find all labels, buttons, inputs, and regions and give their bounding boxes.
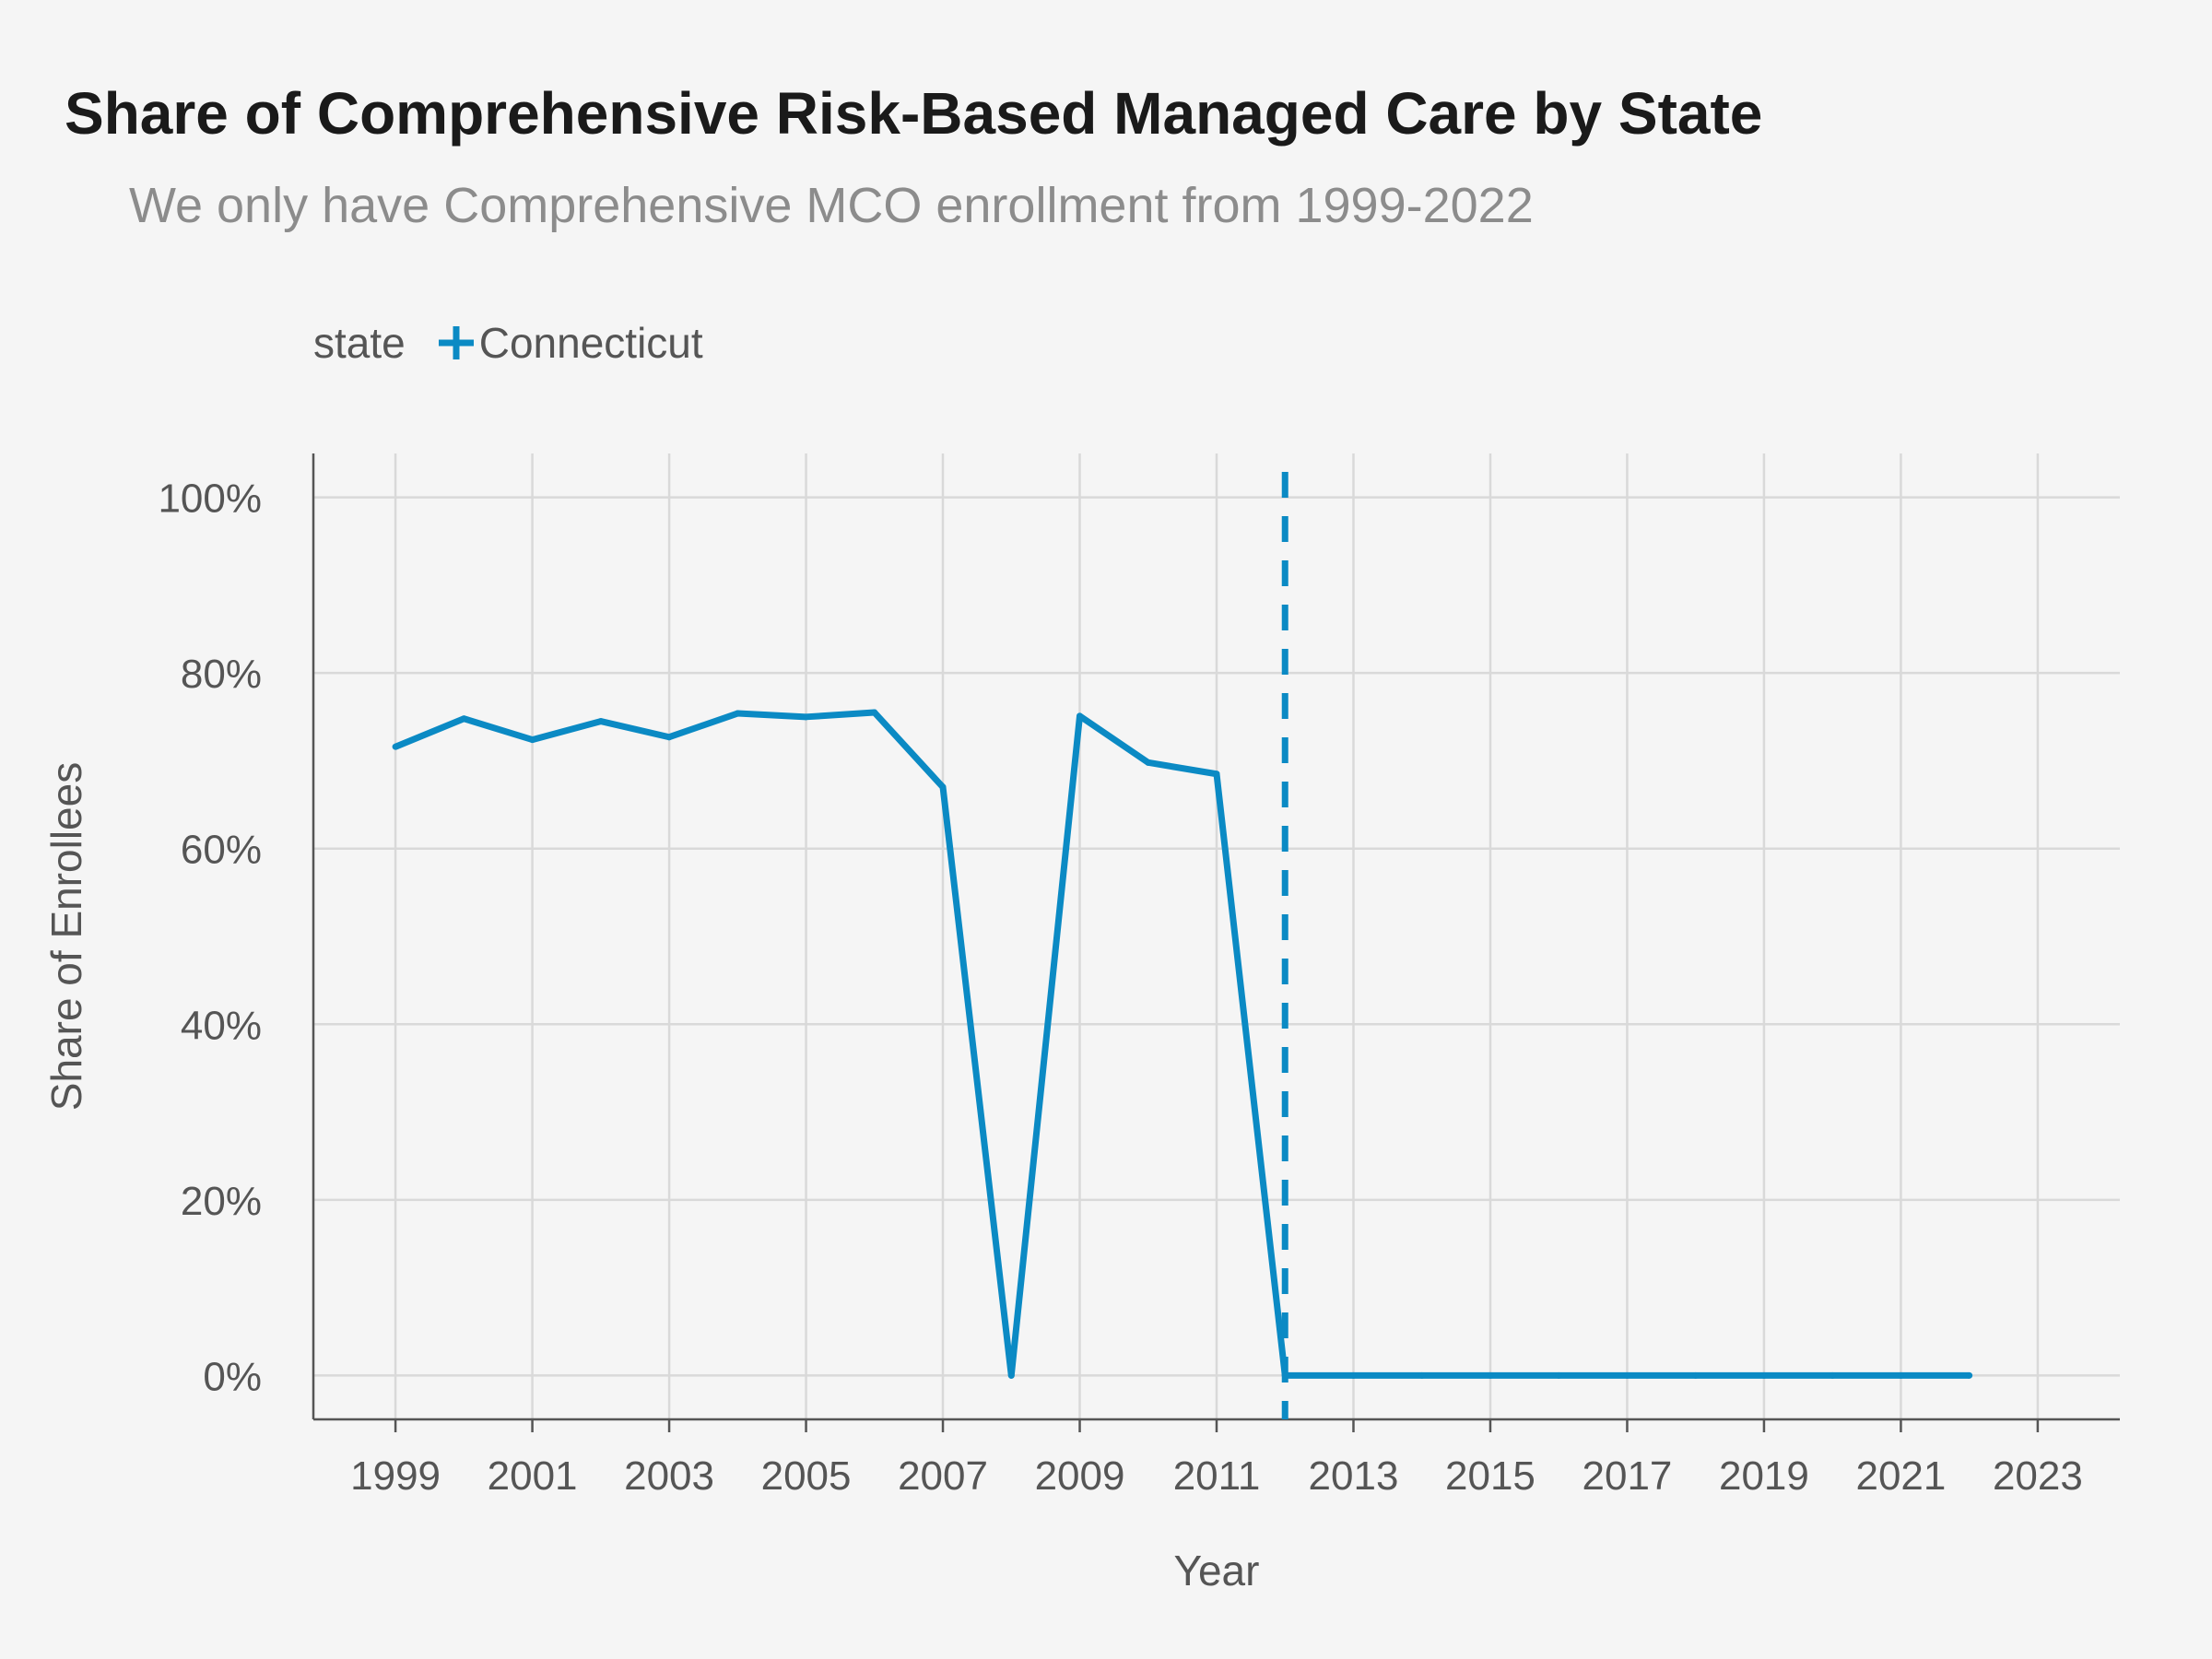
chart-subtitle: We only have Comprehensive MCO enrollmen… <box>129 178 1534 233</box>
data-point-0-3 <box>597 718 605 725</box>
data-point-0-19 <box>1692 1371 1700 1379</box>
y-tick-label-4: 80% <box>181 652 262 697</box>
series-line-0 <box>394 709 1970 1379</box>
data-point-0-13 <box>1281 1371 1288 1379</box>
data-point-0-1 <box>460 715 467 723</box>
x-tick-label-4: 2007 <box>898 1453 988 1499</box>
data-point-0-10 <box>1077 712 1084 720</box>
data-point-0-2 <box>529 736 536 744</box>
x-tick-label-3: 2005 <box>761 1453 852 1499</box>
data-point-0-12 <box>1213 771 1220 778</box>
data-point-0-18 <box>1623 1371 1630 1379</box>
y-tick-label-3: 60% <box>181 828 262 873</box>
x-tick-label-8: 2015 <box>1445 1453 1535 1499</box>
data-point-0-17 <box>1555 1371 1562 1379</box>
data-point-0-23 <box>1966 1371 1973 1379</box>
x-tick-label-7: 2013 <box>1309 1453 1399 1499</box>
x-tick-label-0: 1999 <box>350 1453 441 1499</box>
y-tick-label-0: 0% <box>203 1354 262 1399</box>
y-axis-title: Share of Enrollees <box>42 762 90 1111</box>
data-point-0-6 <box>803 713 810 721</box>
data-point-0-7 <box>871 709 878 716</box>
y-tick-label-1: 20% <box>181 1179 262 1224</box>
x-axis-title: Year <box>1174 1547 1260 1594</box>
data-point-0-9 <box>1007 1371 1015 1379</box>
data-point-0-11 <box>1145 759 1152 766</box>
chart-title: Share of Comprehensive Risk-Based Manage… <box>65 80 1763 147</box>
data-point-0-21 <box>1829 1371 1836 1379</box>
x-tick-label-10: 2019 <box>1719 1453 1809 1499</box>
data-point-0-5 <box>734 710 741 717</box>
data-point-0-15 <box>1418 1371 1426 1379</box>
y-tick-label-2: 40% <box>181 1003 262 1048</box>
x-tick-label-11: 2021 <box>1855 1453 1946 1499</box>
legend-title: state <box>313 319 406 367</box>
legend-label-connecticut: Connecticut <box>478 319 703 367</box>
x-tick-label-9: 2017 <box>1583 1453 1673 1499</box>
data-point-0-14 <box>1349 1371 1357 1379</box>
data-point-0-20 <box>1760 1371 1768 1379</box>
x-tick-label-2: 2003 <box>624 1453 714 1499</box>
x-tick-label-1: 2001 <box>488 1453 578 1499</box>
x-tick-label-5: 2009 <box>1035 1453 1125 1499</box>
data-point-0-4 <box>665 734 673 741</box>
data-point-0-22 <box>1897 1371 1904 1379</box>
x-tick-label-6: 2011 <box>1173 1453 1261 1499</box>
data-point-0-0 <box>392 743 399 750</box>
data-point-0-16 <box>1487 1371 1494 1379</box>
data-point-0-8 <box>939 783 947 791</box>
y-tick-label-5: 100% <box>158 477 262 522</box>
x-tick-label-12: 2023 <box>1993 1453 2083 1499</box>
legend-key-connecticut <box>438 326 474 359</box>
legend: state Connecticut <box>313 318 703 368</box>
